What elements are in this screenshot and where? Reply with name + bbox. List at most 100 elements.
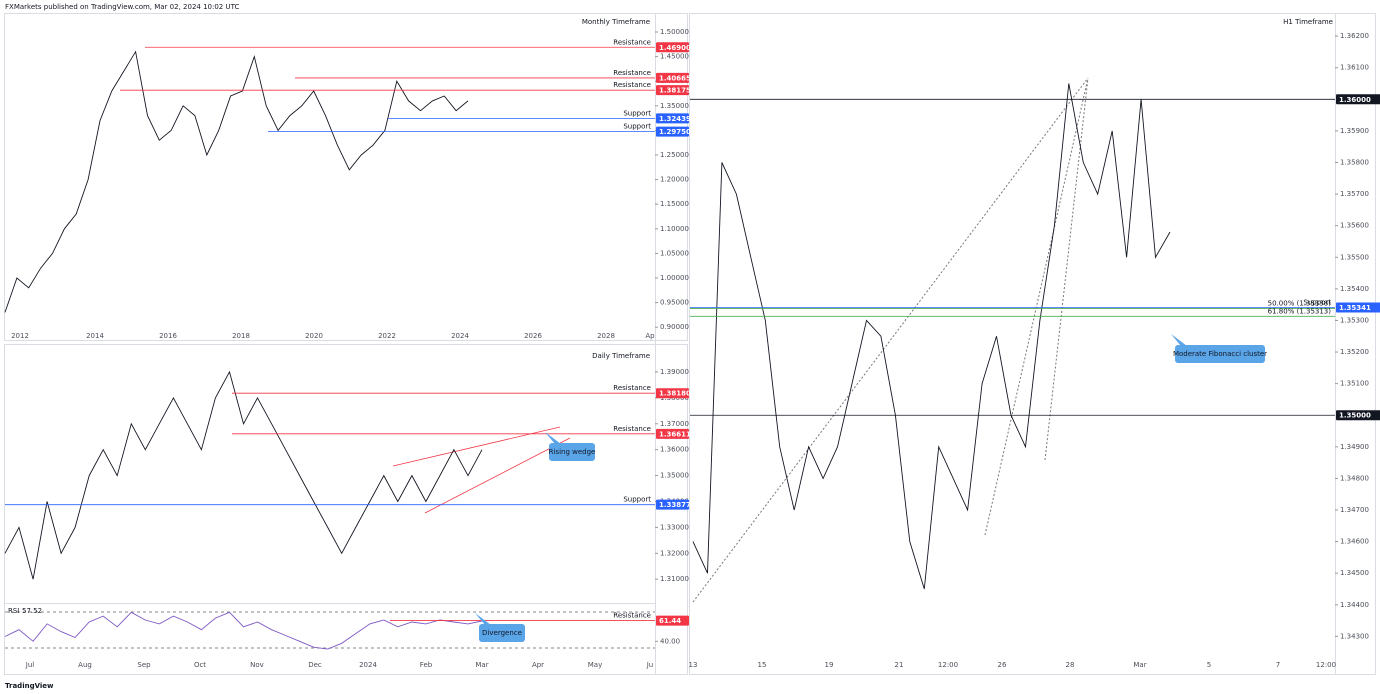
level-label: Resistance xyxy=(613,38,651,46)
y-tick-label: 0.90000 xyxy=(660,323,689,331)
y-tick-label: 1.34500 xyxy=(1340,569,1369,577)
callout-text: Divergence xyxy=(482,629,522,637)
price-tag-label: 1.33877 xyxy=(659,501,691,509)
level-label: Support xyxy=(623,109,651,117)
y-tick-label: 1.31000 xyxy=(660,575,689,583)
level-label: Resistance xyxy=(613,425,651,433)
level-label: Resistance xyxy=(613,384,651,392)
publisher: FXMarkets published on TradingView.com, … xyxy=(5,3,239,11)
x-tick-label: 2026 xyxy=(524,332,542,340)
price-tag-label: 1.38180 xyxy=(659,390,691,398)
y-tick-label: 1.35100 xyxy=(1340,380,1369,388)
price-tag-label: 1.35000 xyxy=(1339,412,1371,420)
price-line xyxy=(4,611,483,650)
x-tick-label: May xyxy=(588,661,602,669)
level-label: Resistance xyxy=(613,612,651,620)
callout-pointer xyxy=(475,613,491,625)
x-tick-label: Oct xyxy=(194,661,206,669)
level-label: Support xyxy=(623,123,651,131)
y-tick-label: 1.36000 xyxy=(660,446,689,454)
fib-trend-line xyxy=(1044,77,1089,461)
x-tick-label: Dec xyxy=(308,661,322,669)
x-tick-label: 2018 xyxy=(232,332,250,340)
x-tick-label: 2016 xyxy=(159,332,177,340)
callout xyxy=(549,443,595,461)
price-tag xyxy=(656,42,689,53)
y-tick-label: 1.35400 xyxy=(1340,285,1369,293)
x-tick-label: 7 xyxy=(1276,661,1280,669)
level-label: Support xyxy=(623,496,651,504)
y-tick-label: 1.35900 xyxy=(1340,127,1369,135)
y-tick-label: 1.35000 xyxy=(660,102,689,110)
x-tick-label: Aug xyxy=(78,661,92,669)
price-tag-label: 61.44 xyxy=(659,617,681,625)
y-tick-label: 1.10000 xyxy=(660,225,689,233)
price-line xyxy=(4,370,483,580)
y-tick-label: 1.39000 xyxy=(660,368,689,376)
y-tick-label: 1.15000 xyxy=(660,200,689,208)
level-label: 61.80% (1.35313) xyxy=(1268,307,1332,315)
callout xyxy=(479,624,525,642)
callout-pointer xyxy=(545,432,561,444)
x-tick-label: 2012 xyxy=(11,332,29,340)
x-tick-label: 12:00 xyxy=(938,661,958,669)
x-tick-label: Apr xyxy=(532,661,544,669)
price-tag-label: 1.38175 xyxy=(659,87,691,95)
x-tick-label: 2020 xyxy=(305,332,323,340)
x-tick-label: 26 xyxy=(998,661,1007,669)
level-label: 50.00% (1.35338) xyxy=(1268,299,1332,307)
y-tick-label: 1.35600 xyxy=(1340,222,1369,230)
y-tick-label: 1.34600 xyxy=(1340,538,1369,546)
price-tag xyxy=(1336,302,1380,313)
x-tick-label: 2024 xyxy=(359,661,377,669)
x-tick-label: 2024 xyxy=(451,332,469,340)
price-tag xyxy=(1336,94,1380,105)
level-label: Resistance xyxy=(613,81,651,89)
wedge-line xyxy=(424,437,571,514)
y-tick-label: 1.34800 xyxy=(1340,474,1369,482)
x-tick-label: Nov xyxy=(250,661,264,669)
y-tick-label: 1.35800 xyxy=(1340,158,1369,166)
y-tick-label: 1.45000 xyxy=(660,53,689,61)
y-tick-label: 1.00000 xyxy=(660,274,689,282)
x-tick-label: 5 xyxy=(1207,661,1211,669)
y-tick-label: 1.35500 xyxy=(1340,253,1369,261)
price-tag-label: 1.36000 xyxy=(1339,96,1371,104)
callout-text: Rising wedge xyxy=(549,448,596,456)
price-line xyxy=(4,50,469,313)
indicator-value: 57.52 xyxy=(22,607,42,615)
x-tick-label: Sep xyxy=(137,661,151,669)
price-tag-label: 1.29750 xyxy=(659,128,691,136)
x-tick-label: Ap xyxy=(645,332,655,340)
h1-panel xyxy=(689,13,1376,675)
y-tick-label: 1.35200 xyxy=(1340,348,1369,356)
price-tag-label: 1.46900 xyxy=(659,44,691,52)
price-tag xyxy=(656,126,689,137)
y-tick-label: 1.50000 xyxy=(660,28,689,36)
y-tick-label: 1.34700 xyxy=(1340,506,1369,514)
level-label: Resistance xyxy=(613,69,651,77)
y-tick-label: 1.33000 xyxy=(660,523,689,531)
y-tick-label: 40.00 xyxy=(660,637,680,645)
x-tick-label: 2022 xyxy=(378,332,396,340)
callout xyxy=(1175,345,1265,363)
y-tick-label: 1.25000 xyxy=(660,151,689,159)
price-tag-label: 1.40665 xyxy=(659,74,691,82)
x-tick-label: Jul xyxy=(25,661,35,669)
y-tick-label: 1.36100 xyxy=(1340,64,1369,72)
price-tag xyxy=(656,113,689,124)
y-tick-label: 1.37000 xyxy=(660,420,689,428)
x-tick-label: 28 xyxy=(1066,661,1075,669)
fib-trend-line xyxy=(692,77,1089,603)
x-tick-label: Ju xyxy=(646,661,654,669)
y-tick-label: 1.35000 xyxy=(660,472,689,480)
y-tick-label: 1.35700 xyxy=(1340,190,1369,198)
price-tag xyxy=(656,72,689,83)
level-label: Support xyxy=(1303,298,1331,306)
panel-title: Monthly Timeframe xyxy=(582,18,650,26)
x-tick-label: 2028 xyxy=(597,332,615,340)
price-tag xyxy=(656,428,689,439)
x-tick-label: 12:00 xyxy=(1316,661,1336,669)
y-tick-label: 1.05000 xyxy=(660,249,689,257)
